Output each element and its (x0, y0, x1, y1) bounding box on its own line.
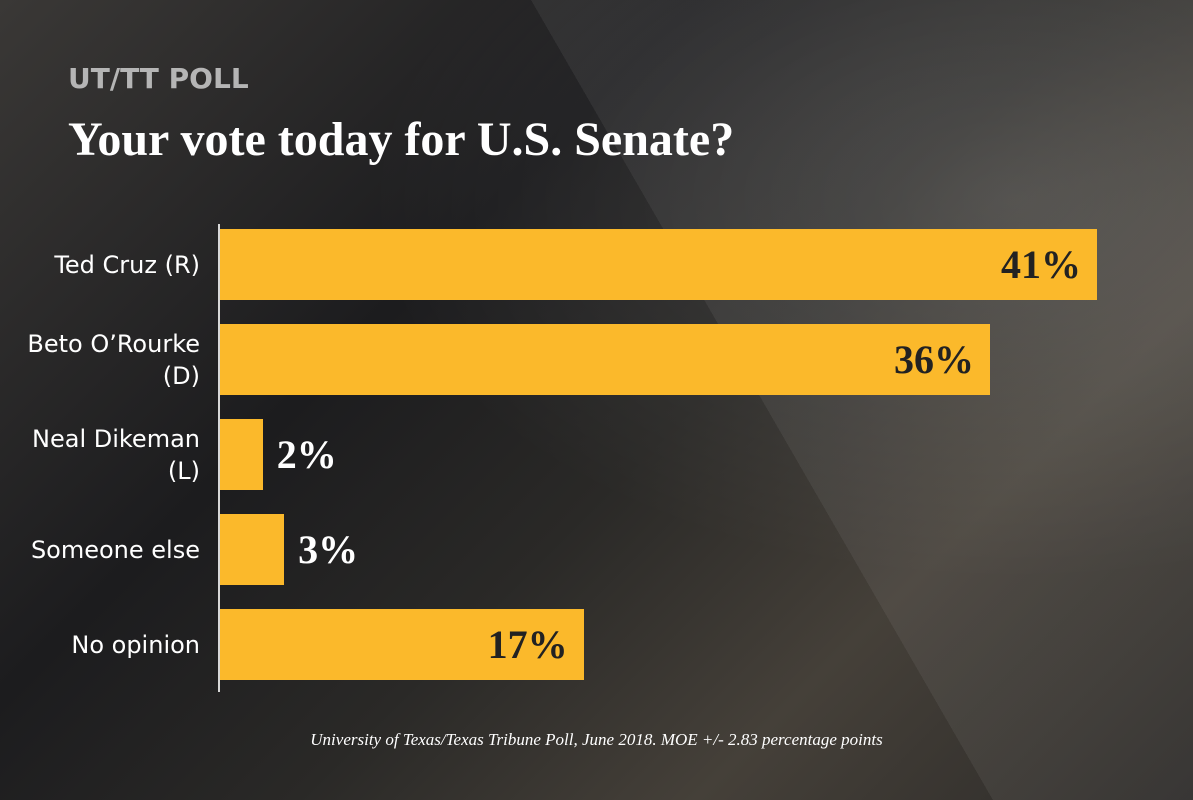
value-label: 2% (276, 432, 337, 477)
chart-title: Your vote today for U.S. Senate? (68, 113, 735, 166)
category-label: Neal Dikeman (L) (32, 424, 200, 485)
bar (220, 514, 285, 585)
bar (220, 324, 991, 395)
category-label: Ted Cruz (R) (54, 250, 200, 279)
kicker: UT/TT POLL (68, 62, 249, 95)
value-label: 41% (1001, 242, 1081, 287)
bar (220, 609, 584, 680)
category-label: No opinion (71, 630, 200, 659)
value-label: 36% (894, 337, 975, 382)
source-note: University of Texas/Texas Tribune Poll, … (310, 730, 883, 749)
category-label: Beto O’Rourke (D) (27, 329, 200, 390)
bar (220, 419, 263, 490)
category-label: Someone else (30, 535, 200, 564)
value-label: 17% (487, 622, 568, 667)
value-label: 3% (298, 527, 359, 572)
axis-line (218, 224, 220, 692)
bar (220, 229, 1097, 300)
